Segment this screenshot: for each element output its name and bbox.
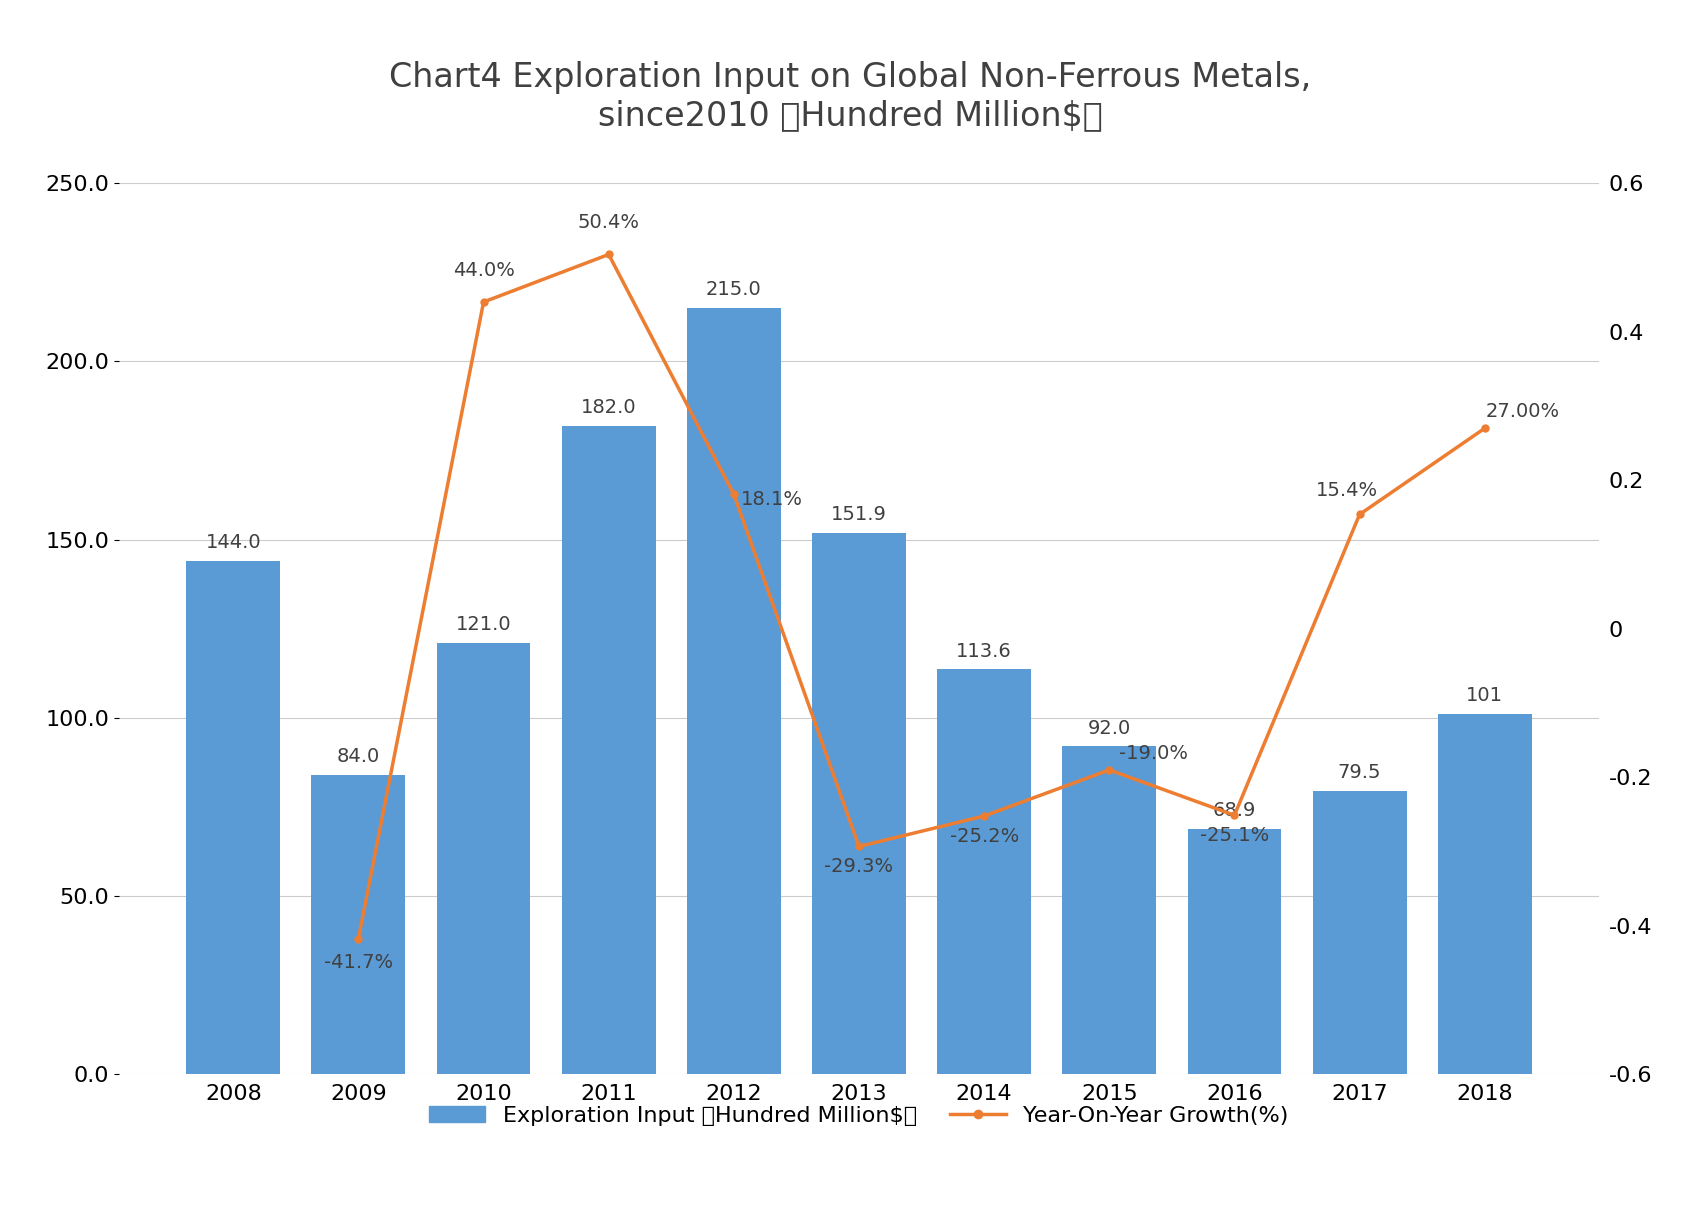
Text: 84.0: 84.0: [337, 747, 379, 766]
Bar: [187, 562, 281, 1074]
Text: 182.0: 182.0: [582, 398, 636, 416]
Legend: Exploration Input （Hundred Million$）, Year-On-Year Growth(%): Exploration Input （Hundred Million$）, Ye…: [420, 1096, 1298, 1134]
Text: Chart4 Exploration Input on Global Non-Ferrous Metals,
since2010 （Hundred Millio: Chart4 Exploration Input on Global Non-F…: [390, 61, 1311, 132]
Text: -41.7%: -41.7%: [323, 952, 393, 972]
Text: -29.3%: -29.3%: [825, 857, 893, 877]
Bar: [1063, 746, 1157, 1074]
Text: 50.4%: 50.4%: [578, 214, 640, 232]
Bar: [561, 426, 655, 1074]
Text: 44.0%: 44.0%: [452, 261, 514, 280]
Bar: [1313, 791, 1407, 1074]
Text: 27.00%: 27.00%: [1485, 402, 1560, 421]
Bar: [1187, 829, 1281, 1074]
Text: -25.2%: -25.2%: [949, 827, 1019, 846]
Text: 144.0: 144.0: [206, 534, 260, 552]
Bar: [687, 308, 781, 1074]
Text: 215.0: 215.0: [706, 280, 762, 299]
Text: 79.5: 79.5: [1339, 763, 1381, 783]
Bar: [1437, 714, 1531, 1074]
Bar: [437, 643, 531, 1074]
Text: 15.4%: 15.4%: [1317, 481, 1378, 499]
Text: 68.9: 68.9: [1213, 801, 1255, 821]
Text: 121.0: 121.0: [456, 615, 512, 634]
Bar: [811, 532, 907, 1074]
Text: 18.1%: 18.1%: [740, 490, 803, 509]
Text: 151.9: 151.9: [832, 505, 886, 524]
Text: 92.0: 92.0: [1087, 718, 1131, 737]
Text: 113.6: 113.6: [956, 641, 1012, 661]
Text: -19.0%: -19.0%: [1119, 744, 1187, 762]
Bar: [937, 669, 1031, 1074]
Bar: [311, 775, 405, 1074]
Text: -25.1%: -25.1%: [1199, 825, 1269, 845]
Text: 101: 101: [1466, 686, 1504, 706]
